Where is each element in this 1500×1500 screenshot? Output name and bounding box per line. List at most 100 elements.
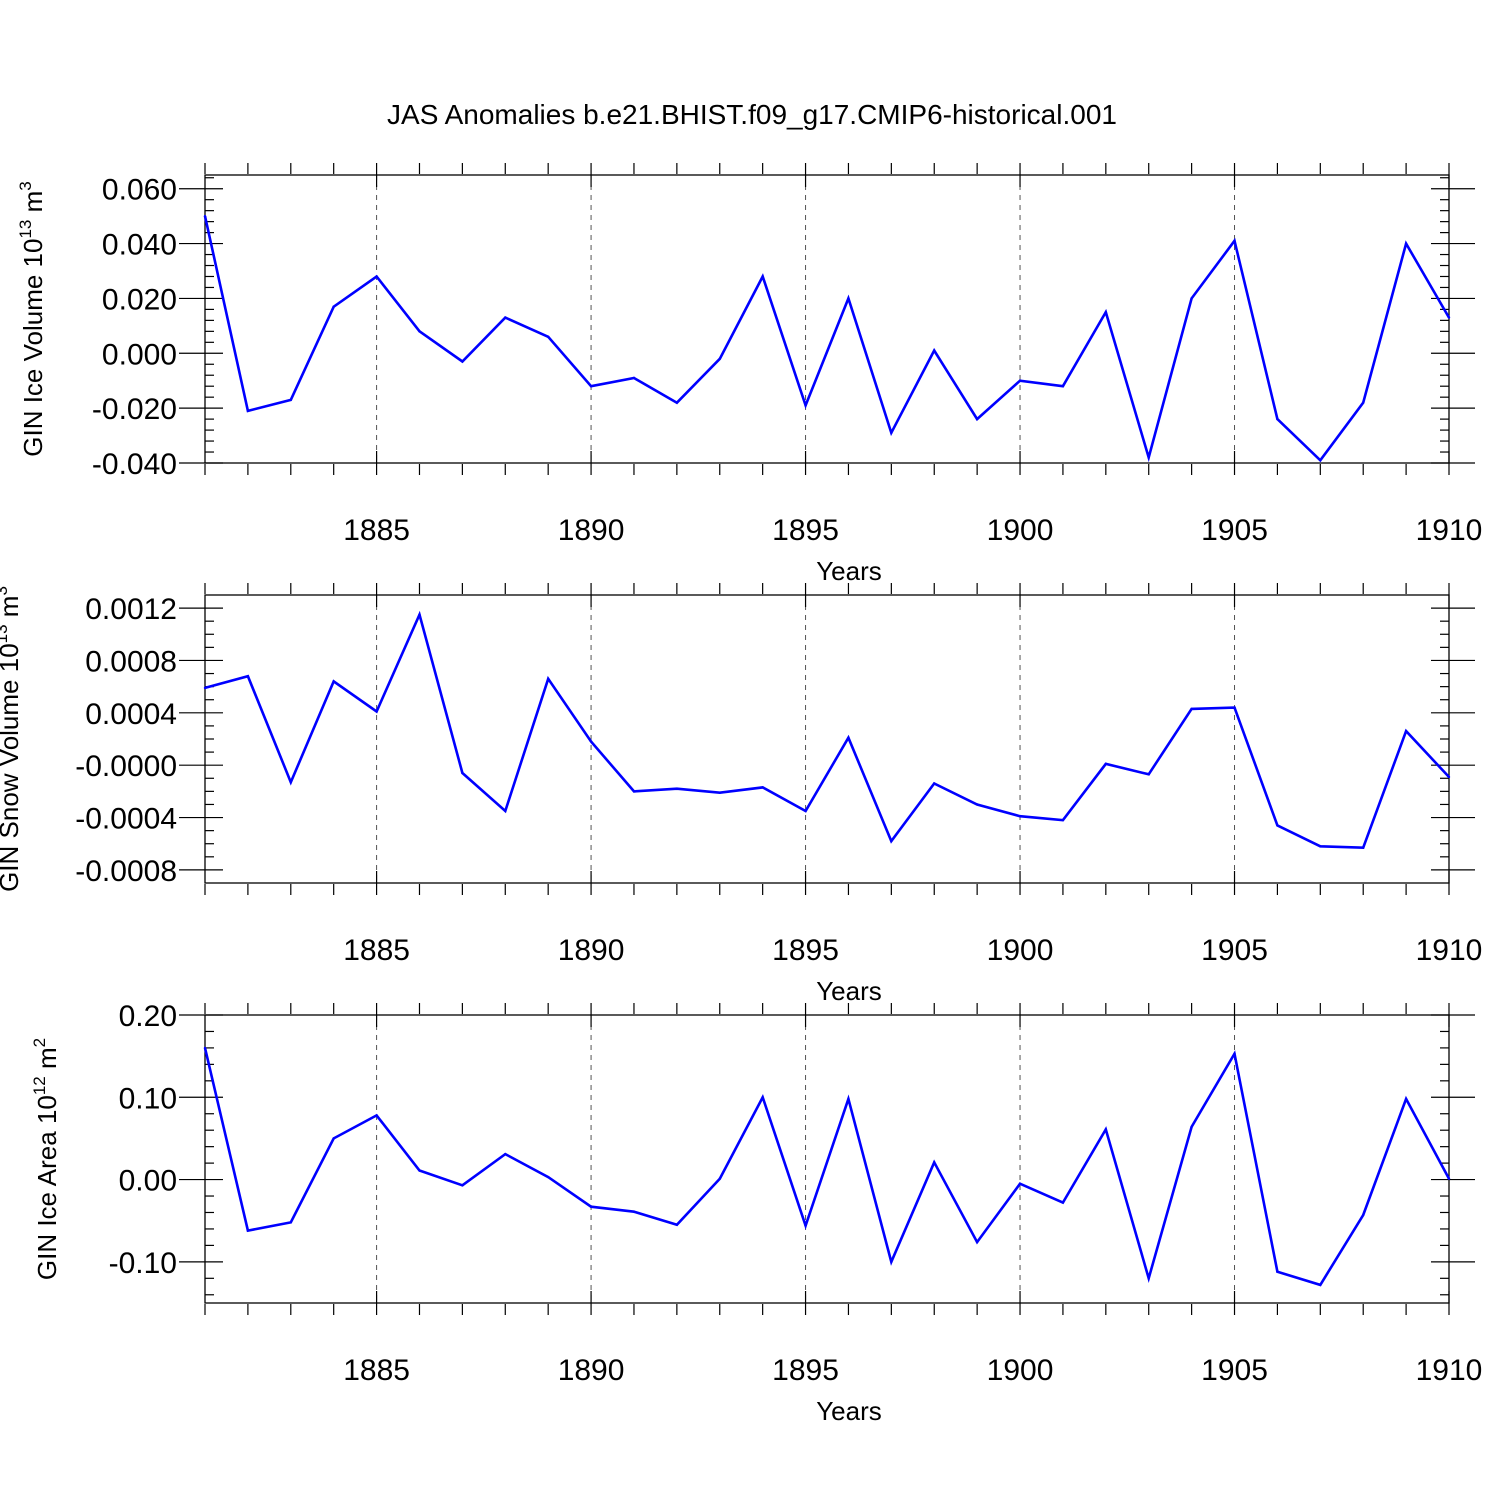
data-point xyxy=(375,1114,378,1117)
x-tick-label: 1890 xyxy=(558,934,625,967)
data-point xyxy=(1233,706,1236,709)
data-point xyxy=(1276,824,1279,827)
y-tick-label: 0.040 xyxy=(102,229,177,262)
series-line xyxy=(203,1047,1451,1287)
data-point xyxy=(847,297,850,300)
x-tick-label: 1900 xyxy=(987,1354,1054,1387)
data-point xyxy=(1447,316,1451,319)
y-tick-label: 0.20 xyxy=(119,1000,177,1033)
data-point xyxy=(504,1152,507,1156)
data-point xyxy=(461,1184,464,1187)
data-point xyxy=(1362,846,1365,849)
panel-3: -0.10 0.00 0.10 0.20 1885 1890 1895 1900 1905 191… xyxy=(30,1000,1482,1426)
data-point xyxy=(1319,1283,1322,1287)
data-point xyxy=(461,771,464,775)
y-tick-label: 0.0008 xyxy=(85,645,177,678)
chart-title: JAS Anomalies b.e21.BHIST.f09_g17.CMIP6-… xyxy=(387,99,1117,130)
y-tick-label: -0.040 xyxy=(92,448,177,481)
data-point xyxy=(1404,1097,1408,1101)
data-point xyxy=(203,214,207,218)
data-point xyxy=(1233,239,1236,243)
data-point xyxy=(1276,417,1279,421)
data-point xyxy=(1447,1177,1451,1180)
data-point xyxy=(546,1175,550,1179)
data-point xyxy=(1233,1052,1236,1055)
data-point xyxy=(1147,456,1150,459)
x-tick-label: 1890 xyxy=(558,514,625,547)
data-point xyxy=(546,335,550,339)
y-tick-label: -0.020 xyxy=(92,393,177,426)
data-point xyxy=(933,782,936,785)
data-point xyxy=(504,316,507,319)
data-point xyxy=(1018,815,1022,818)
data-point xyxy=(804,404,807,407)
data-point xyxy=(589,740,593,743)
data-point xyxy=(1404,242,1408,245)
data-point xyxy=(761,275,764,278)
data-point xyxy=(289,398,292,402)
data-point xyxy=(890,1260,893,1264)
data-point xyxy=(761,786,764,789)
y-tick-label: 0.0012 xyxy=(85,593,177,626)
plot-frame xyxy=(204,594,1450,884)
data-point xyxy=(1061,1201,1065,1204)
x-axis-title: Years xyxy=(816,976,882,1006)
data-point xyxy=(589,1205,593,1208)
panels: -0.040 -0.020 0.000 0.020 0.040 0.060 1885 1890… xyxy=(0,163,1482,1426)
data-point xyxy=(847,1097,850,1101)
data-point xyxy=(1104,762,1108,766)
data-point xyxy=(1147,773,1150,776)
y-tick-label: 0.000 xyxy=(102,338,177,371)
data-point xyxy=(1104,1128,1108,1131)
y-tick-label: 0.020 xyxy=(102,283,177,316)
x-tick-label: 1890 xyxy=(558,1354,625,1387)
data-point xyxy=(1061,385,1065,388)
data-point xyxy=(1190,297,1193,300)
data-point xyxy=(332,1137,335,1140)
y-tick-label: 0.0004 xyxy=(85,698,177,731)
data-point xyxy=(289,781,292,784)
series-line xyxy=(203,215,1451,463)
x-tick-label: 1910 xyxy=(1416,934,1483,967)
y-tick-label: 0.060 xyxy=(102,174,177,207)
data-point xyxy=(890,431,893,435)
data-point xyxy=(675,787,679,790)
data-point xyxy=(1447,775,1451,779)
x-tick-label: 1885 xyxy=(343,514,410,547)
y-axis-title: GIN Ice Volume 1013 m3 xyxy=(16,181,48,457)
data-point xyxy=(632,1210,636,1213)
data-point xyxy=(632,376,636,380)
data-point xyxy=(804,809,807,813)
data-point xyxy=(761,1096,764,1099)
data-point xyxy=(289,1221,292,1224)
data-point xyxy=(246,1229,250,1232)
x-axis-title: Years xyxy=(816,1396,882,1426)
data-point xyxy=(246,674,250,678)
y-axis-title: GIN Snow Volume 1013 m3 xyxy=(0,586,24,892)
data-point xyxy=(461,360,464,363)
data-point xyxy=(546,677,550,680)
data-point xyxy=(1276,1270,1279,1273)
data-point xyxy=(1319,845,1322,848)
x-tick-label: 1910 xyxy=(1416,514,1483,547)
y-tick-label: -0.0004 xyxy=(75,803,177,836)
data-point xyxy=(332,680,335,683)
y-tick-label: 0.10 xyxy=(119,1082,177,1115)
data-point xyxy=(675,1223,679,1227)
data-point xyxy=(203,1046,207,1050)
data-point xyxy=(1018,1182,1022,1185)
data-point xyxy=(975,803,979,806)
data-point xyxy=(675,401,679,404)
data-point xyxy=(1061,818,1065,822)
data-point xyxy=(1104,310,1108,314)
x-tick-label: 1885 xyxy=(343,1354,410,1387)
plot-frame xyxy=(204,174,1450,464)
data-point xyxy=(418,1169,421,1172)
data-point xyxy=(589,385,593,388)
data-point xyxy=(504,809,507,813)
series-line xyxy=(204,610,1450,850)
data-point xyxy=(1319,459,1322,462)
y-tick-label: -0.0008 xyxy=(75,855,177,888)
data-point xyxy=(246,409,250,413)
